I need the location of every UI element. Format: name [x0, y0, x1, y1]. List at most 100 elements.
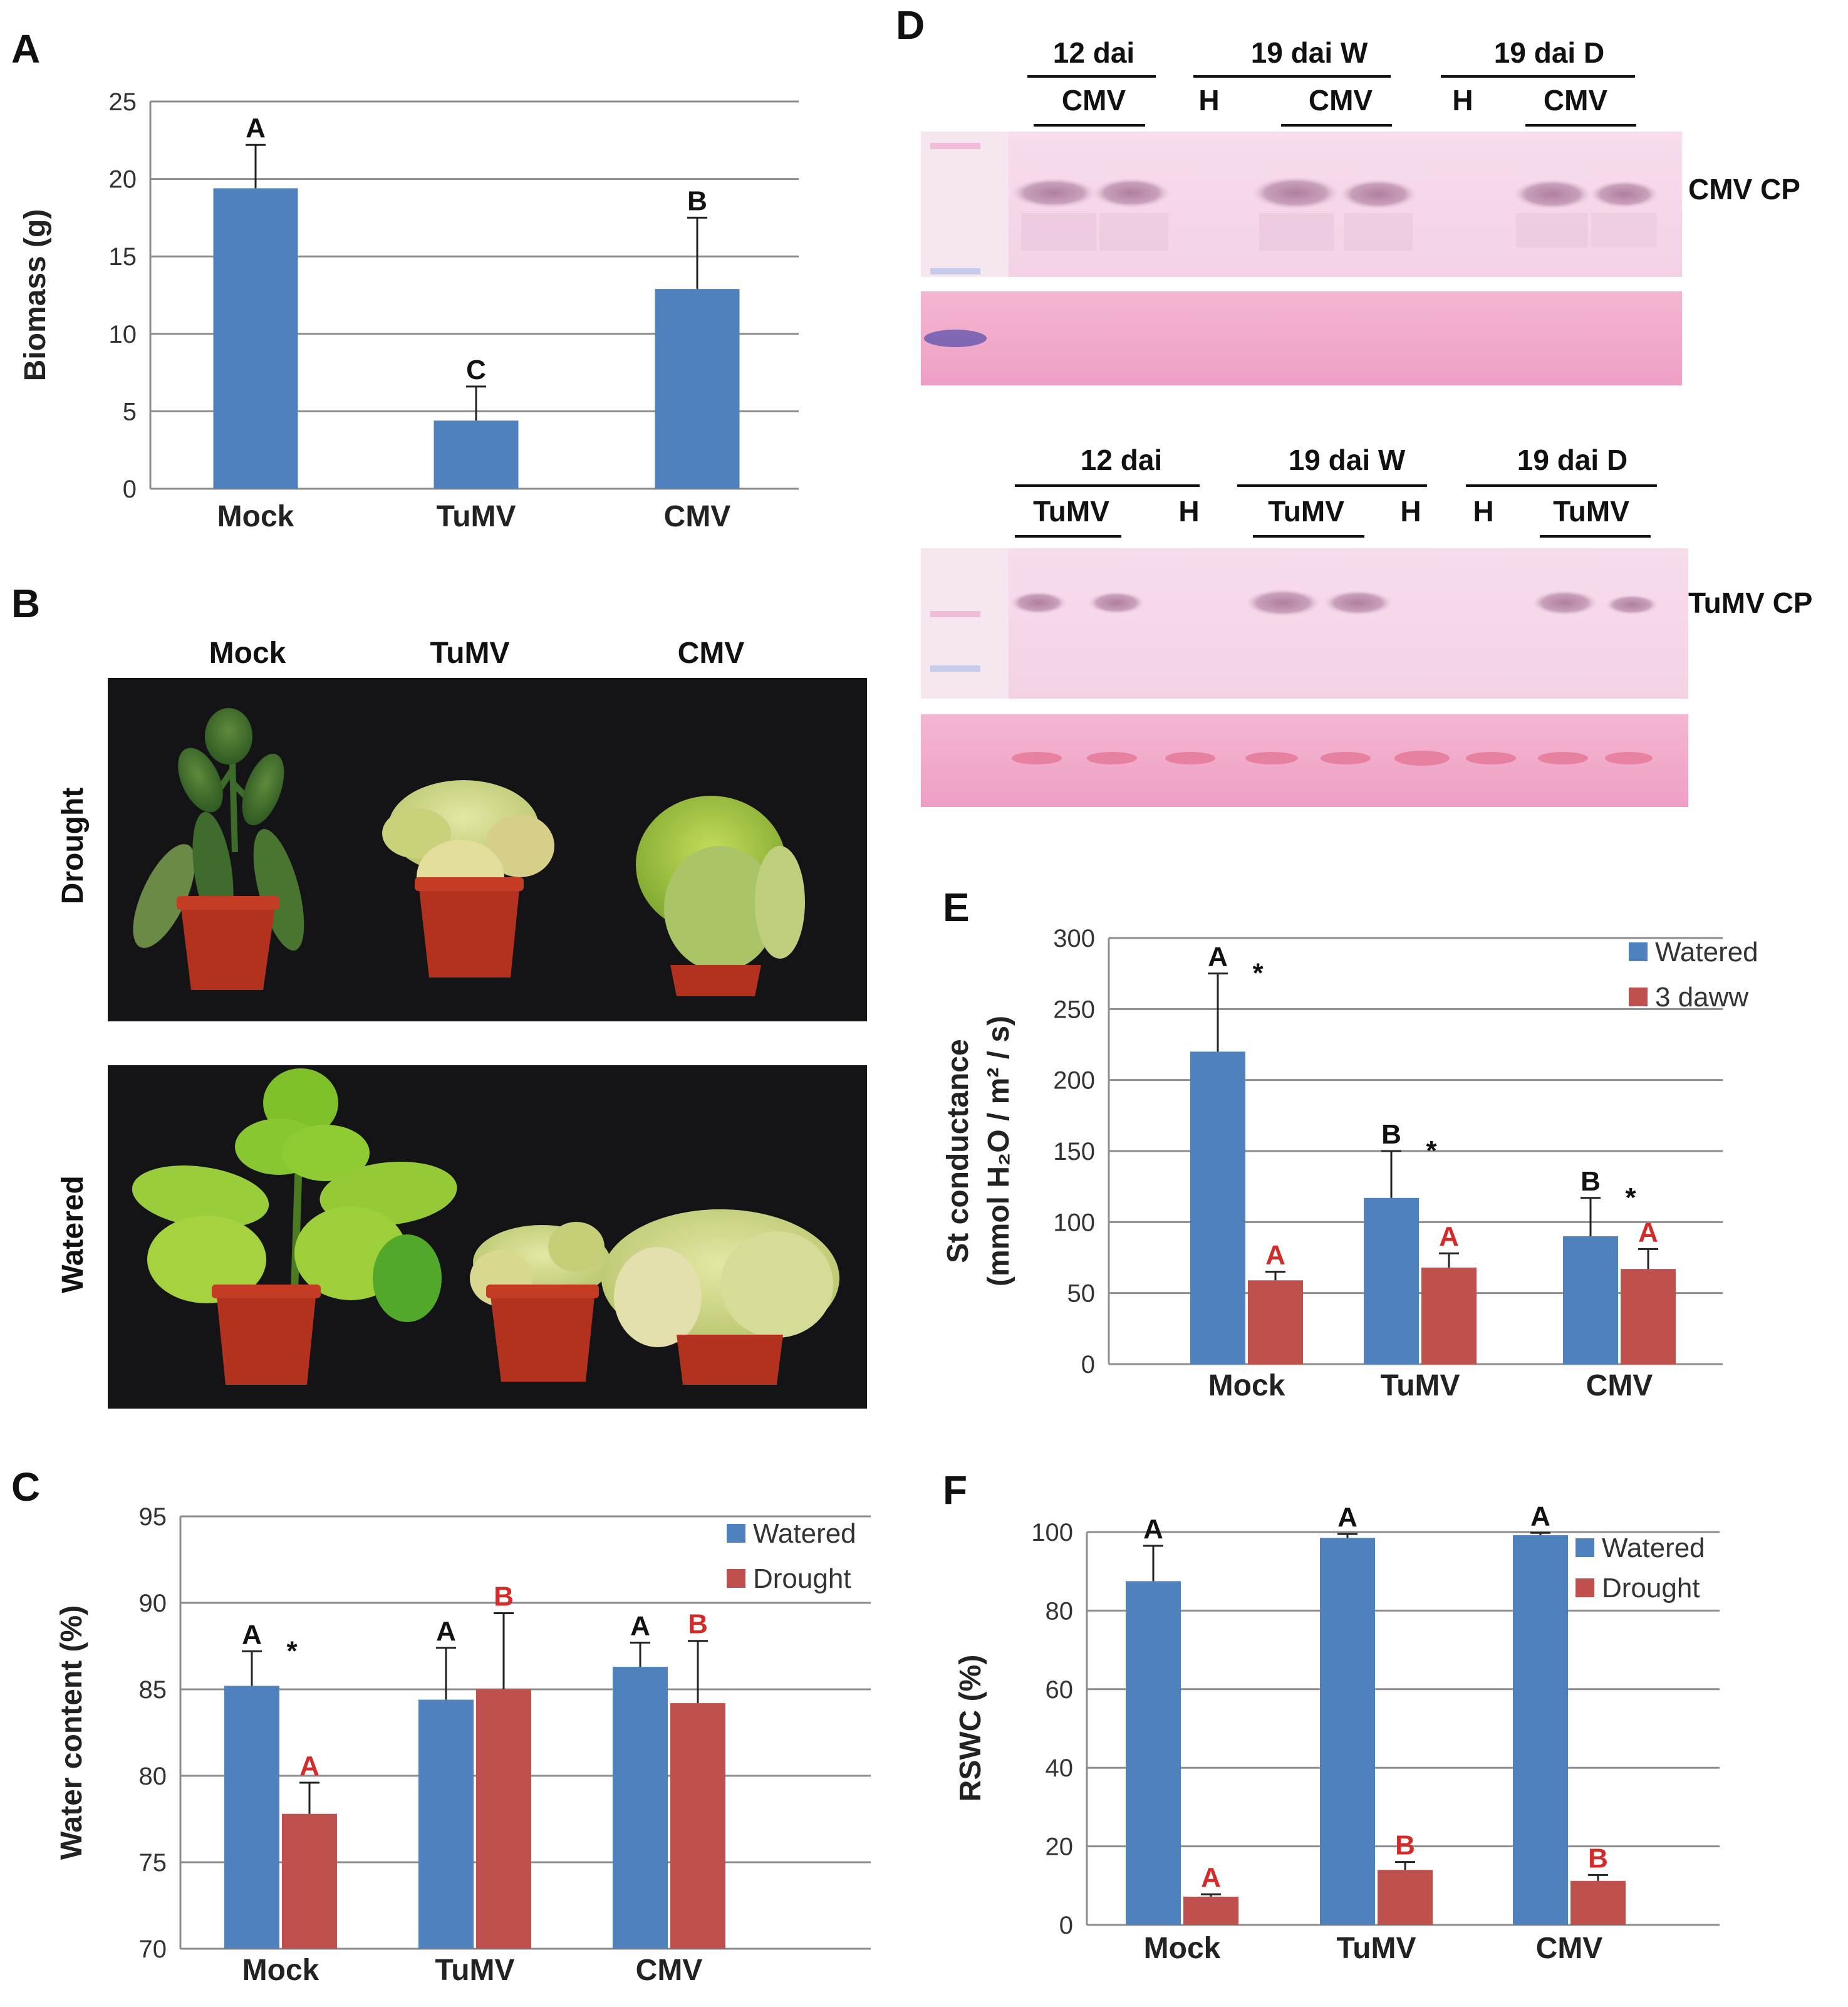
photo-row-watered: Watered [56, 1176, 90, 1293]
panel-letter-d: D [896, 3, 925, 48]
y-tick-label: 20 [1046, 1833, 1074, 1861]
y-tick-label: 40 [1046, 1754, 1074, 1782]
category-label: TuMV [436, 500, 516, 533]
y-tick-label: 0 [123, 476, 137, 503]
plant-mock-watered [132, 1068, 457, 1385]
plant-photos: Mock TuMV CMV Drought Watered [56, 637, 867, 1409]
y-tick-label: 75 [139, 1849, 167, 1877]
category-label: TuMV [1336, 1932, 1416, 1965]
chart-rswc: 0 20 40 60 80 100 RSWC (%) Mock TuMV CMV A A A A B B Wat… [954, 1501, 1720, 1965]
photo-row-drought: Drought [56, 788, 90, 905]
western-blots: 12 dai 19 dai W 19 dai D CMV H CMV H CMV [921, 36, 1812, 807]
y-tick-label: 0 [1059, 1912, 1073, 1939]
legend-label: Watered [753, 1518, 856, 1549]
legend-label: Watered [1655, 937, 1758, 967]
y-tick-label: 60 [1046, 1676, 1074, 1704]
significance-letter: A [436, 1616, 456, 1647]
y-axis-label: Biomass (g) [19, 209, 52, 382]
tumv-bands [1010, 589, 1658, 617]
top-group-19daiw: 19 dai W [1251, 36, 1368, 69]
bottom-group-19daid: 19 dai D [1517, 444, 1627, 476]
significance-letter: A [246, 113, 266, 143]
significance-letter: B [688, 1609, 708, 1640]
photo-col-cmv: CMV [678, 637, 745, 670]
significance-letter: B [494, 1582, 514, 1612]
chart-stomatal-conductance: 0 50 100 150 200 250 300 St conductance (mmol H₂… [942, 925, 1758, 1402]
plant-tumv-watered [470, 1222, 611, 1382]
significance-letter: A [1208, 942, 1228, 972]
significance-letter: A [1638, 1217, 1658, 1248]
legend-swatch [727, 1524, 745, 1543]
bar [1621, 1269, 1676, 1364]
significance-letter: A [1439, 1221, 1459, 1252]
y-tick-label: 50 [1067, 1280, 1096, 1308]
significance-letter: B [1395, 1830, 1415, 1861]
y-tick-label: 80 [139, 1763, 167, 1790]
y-axis-label-line1: St conductance [942, 1039, 975, 1263]
y-tick-label: 200 [1053, 1067, 1095, 1095]
bar [1563, 1236, 1618, 1364]
bar [670, 1703, 725, 1949]
legend-swatch [1575, 1538, 1594, 1557]
category-label: CMV [664, 500, 731, 533]
top-group-12dai: 12 dai [1053, 36, 1134, 69]
bar [224, 1686, 279, 1949]
significance-letter: A [630, 1610, 650, 1641]
bar [1421, 1267, 1477, 1364]
y-tick-label: 90 [139, 1590, 167, 1617]
bar [1513, 1535, 1568, 1925]
legend-swatch [1575, 1578, 1594, 1597]
significance-letter: A [1530, 1501, 1550, 1531]
bottom-group-12dai: 12 dai [1081, 444, 1162, 476]
photo-col-tumv: TuMV [430, 637, 509, 670]
bar [655, 289, 740, 489]
bar [1248, 1280, 1303, 1364]
significance-letter: A [242, 1619, 262, 1650]
bar [1570, 1880, 1626, 1925]
tumv-blot-membrane [921, 548, 1688, 699]
category-label: Mock [217, 500, 294, 533]
bar [1364, 1197, 1419, 1364]
y-tick-label: 95 [139, 1503, 167, 1531]
chart-biomass: 0 5 10 15 20 25 Biomass (g) Mock TuMV CMV A C B [19, 88, 799, 533]
y-tick-label: 85 [139, 1676, 167, 1704]
y-axis-label: RSWC (%) [954, 1655, 987, 1802]
significance-letter: B [687, 185, 707, 216]
plant-tumv-drought [382, 780, 554, 977]
category-label: Mock [242, 1954, 319, 1987]
bar [213, 188, 298, 489]
bar [1320, 1538, 1375, 1925]
y-tick-label: 5 [123, 398, 137, 425]
bar [613, 1667, 668, 1949]
category-label: Mock [1208, 1369, 1285, 1402]
top-group-19daid: 19 dai D [1494, 36, 1604, 69]
cmv-loading-control [921, 291, 1682, 385]
bottom-lane-h-2: H [1400, 495, 1421, 528]
y-tick-label: 80 [1046, 1597, 1074, 1625]
significance-letter: A [1201, 1862, 1221, 1893]
significance-letter: B [1581, 1166, 1601, 1197]
bottom-group-19daiw: 19 dai W [1289, 444, 1406, 476]
bar [1183, 1896, 1238, 1925]
y-tick-label: 100 [1053, 1209, 1095, 1236]
plant-mock-drought [133, 708, 304, 990]
panel-letter-b: B [11, 581, 40, 626]
y-tick-label: 25 [109, 88, 137, 116]
photo-col-mock: Mock [209, 637, 286, 670]
y-tick-label: 0 [1081, 1351, 1095, 1379]
bottom-lane-tumv-2: TuMV [1268, 495, 1344, 528]
category-label: CMV [1536, 1932, 1603, 1965]
y-tick-label: 150 [1053, 1138, 1095, 1165]
legend-label: Drought [1602, 1573, 1700, 1603]
top-lane-cmv-3: CMV [1544, 84, 1608, 117]
y-tick-label: 250 [1053, 996, 1095, 1023]
panel-letter-c: C [11, 1464, 40, 1509]
top-lane-h-2: H [1452, 84, 1473, 117]
top-lane-cmv-2: CMV [1309, 84, 1373, 117]
panel-letter-f: F [943, 1467, 967, 1513]
significance-star: * [1252, 958, 1264, 989]
category-label: CMV [1586, 1369, 1653, 1402]
cmv-cp-label: CMV CP [1688, 173, 1800, 206]
significance-letter: A [299, 1751, 319, 1781]
